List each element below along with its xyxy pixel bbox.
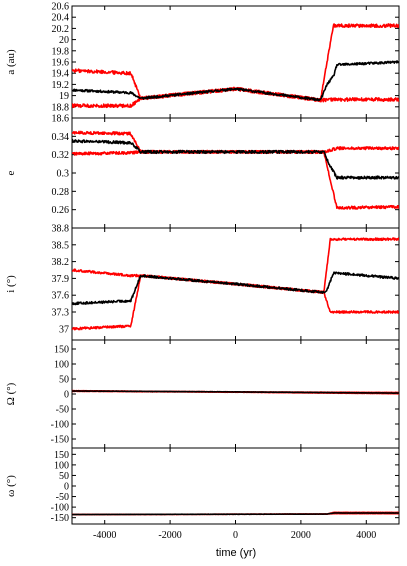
y-tick-label: 38.5 bbox=[52, 240, 70, 251]
y-tick-label: 19.8 bbox=[52, 46, 70, 57]
panels-layer: 20.620.420.22019.819.619.419.21918.818.6… bbox=[5, 2, 400, 525]
y-tick-label: 20.2 bbox=[52, 24, 70, 35]
y-tick-label: 100 bbox=[54, 360, 69, 371]
series-line-clone-lower bbox=[72, 86, 399, 109]
y-axis-label: e bbox=[5, 170, 17, 175]
series-line-nominal bbox=[72, 138, 399, 180]
y-tick-label: 0 bbox=[64, 482, 69, 493]
y-axis-label: ω (°) bbox=[5, 475, 17, 497]
y-tick-label: 18.6 bbox=[52, 114, 70, 125]
series-line-nominal bbox=[72, 390, 399, 395]
y-tick-label: 38.8 bbox=[52, 224, 70, 235]
y-tick-label: 19.6 bbox=[52, 58, 70, 69]
x-axis: -4000 -2000 0 2000 4000 bbox=[93, 530, 376, 541]
panel-2: 38.8 38.5 38.2 37.9 37.6 37.3 37 i (°) bbox=[5, 224, 400, 341]
series-group bbox=[72, 389, 399, 395]
y-tick-label: 18.8 bbox=[52, 102, 70, 113]
series-line-clone-lower bbox=[72, 149, 399, 210]
panel-frame bbox=[71, 5, 400, 119]
series-group bbox=[72, 23, 399, 109]
y-tick-label: 50 bbox=[59, 471, 69, 482]
y-tick-label: 37.3 bbox=[52, 308, 70, 319]
y-tick-label: 38.2 bbox=[52, 257, 70, 268]
y-axis-label: i (°) bbox=[5, 275, 17, 293]
series-group bbox=[72, 130, 399, 210]
x-tick-label: 4000 bbox=[356, 530, 376, 541]
y-tick-label: 37.6 bbox=[52, 291, 70, 302]
y-tick-label: 150 bbox=[54, 450, 69, 461]
y-tick-label: -150 bbox=[51, 513, 69, 524]
series-group bbox=[72, 511, 399, 516]
series-line-nominal bbox=[72, 512, 399, 516]
y-tick-label: 50 bbox=[59, 375, 69, 386]
y-tick-label: 0.26 bbox=[52, 205, 70, 216]
x-tick-label: -2000 bbox=[158, 530, 181, 541]
x-tick-label: 2000 bbox=[291, 530, 311, 541]
y-tick-label: 37.9 bbox=[52, 274, 70, 285]
y-tick-label: 0.28 bbox=[52, 187, 70, 198]
series-line-nominal bbox=[72, 60, 399, 102]
y-tick-label: 19.2 bbox=[52, 80, 70, 91]
y-tick-label: 20.4 bbox=[52, 13, 70, 24]
y-tick-label: 0.32 bbox=[52, 150, 70, 161]
x-axis-label: time (yr) bbox=[216, 547, 256, 559]
y-tick-label: -50 bbox=[56, 492, 69, 503]
y-tick-label: -100 bbox=[51, 420, 69, 431]
x-tick-label: 0 bbox=[233, 530, 238, 541]
y-tick-label: -50 bbox=[56, 405, 69, 416]
y-tick-label: 19 bbox=[59, 91, 69, 102]
y-tick-label: -150 bbox=[51, 435, 69, 446]
y-tick-label: 37 bbox=[59, 324, 69, 335]
y-tick-label: 0.34 bbox=[52, 132, 70, 143]
y-tick-label: 20.6 bbox=[52, 2, 70, 13]
y-tick-label: -100 bbox=[51, 503, 69, 514]
y-axis-label: Ω (°) bbox=[5, 382, 17, 405]
panel-3: 150 100 50 0 -50 -100 -150 Ω (°) bbox=[5, 339, 400, 449]
y-tick-label: 0 bbox=[64, 390, 69, 401]
y-tick-label: 20 bbox=[59, 35, 69, 46]
y-tick-label: 19.4 bbox=[52, 69, 70, 80]
y-tick-label: 150 bbox=[54, 345, 69, 356]
y-axis-label: a (au) bbox=[5, 49, 17, 75]
x-tick-label: -4000 bbox=[93, 530, 116, 541]
series-line-nominal bbox=[72, 271, 399, 306]
panel-1: 0.34 0.32 0.3 0.28 0.26 e bbox=[5, 117, 400, 229]
y-tick-label: 0.3 bbox=[57, 169, 70, 180]
y-tick-label: 100 bbox=[54, 460, 69, 471]
series-group bbox=[72, 237, 399, 331]
panel-0: 20.620.420.22019.819.619.419.21918.818.6… bbox=[5, 2, 400, 125]
